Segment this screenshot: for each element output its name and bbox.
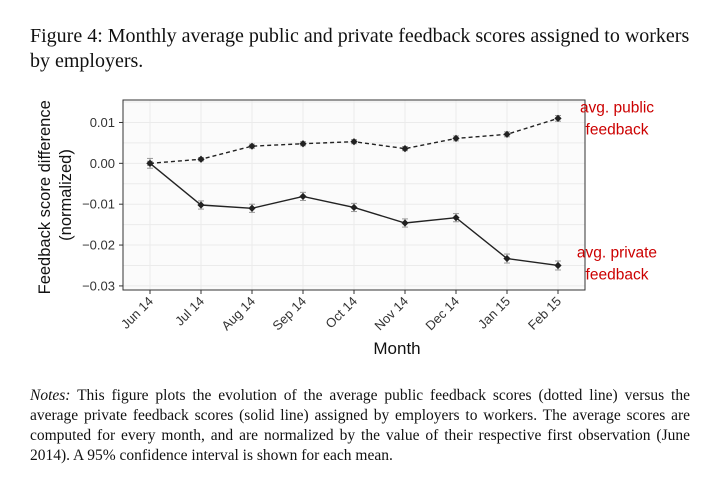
x-tick-label: Sep 14	[269, 294, 309, 334]
data-point-private	[554, 261, 562, 270]
chart-grid	[123, 100, 585, 290]
data-point-private	[350, 203, 358, 212]
x-axis-label: Month	[373, 339, 420, 358]
y-tick-label: −0.03	[82, 278, 115, 293]
y-tick-label: −0.02	[82, 238, 115, 253]
figure-notes: Notes: This figure plots the evolution o…	[30, 386, 690, 466]
series-label-line: avg. public	[580, 99, 654, 116]
series-labels: avg. public feedback avg. private feedback	[577, 99, 657, 283]
chart-series	[146, 114, 562, 271]
data-point-private	[503, 254, 511, 263]
series-label-line: avg. private	[577, 244, 657, 261]
notes-text: This figure plots the evolution of the a…	[30, 387, 690, 464]
x-tick-label: Jul 14	[172, 294, 207, 329]
series-label-line: feedback	[586, 266, 649, 283]
series-label-line: feedback	[586, 121, 649, 138]
notes-lead: Notes:	[30, 387, 71, 404]
data-point-public	[503, 130, 511, 138]
series-label-public: avg. public feedback	[580, 99, 654, 138]
y-tick-label: −0.01	[82, 197, 115, 212]
data-point-private	[401, 219, 409, 227]
data-point-private	[248, 204, 256, 212]
data-point-public	[248, 142, 256, 150]
y-axis-label-line-2: (normalized)	[57, 149, 75, 241]
x-tick-label: Oct 14	[322, 294, 360, 332]
data-point-public	[197, 155, 205, 163]
x-axis: Jun 14 Jul 14 Aug 14 Sep 14 Oct 14 Nov 14 Dec …	[118, 290, 564, 333]
data-point-private	[146, 159, 154, 167]
series-label-private: avg. private feedback	[577, 244, 657, 283]
x-tick-label: Jun 14	[118, 294, 156, 332]
y-axis-label-line-1: Feedback score difference	[36, 100, 54, 294]
data-point-public	[299, 140, 307, 148]
data-point-private	[299, 192, 307, 201]
data-point-private	[452, 214, 460, 222]
y-tick-label: 0.01	[90, 115, 115, 130]
x-tick-label: Aug 14	[218, 294, 258, 334]
data-point-public	[452, 134, 460, 143]
figure-caption: Figure 4: Monthly average public and pri…	[30, 25, 690, 72]
x-tick-label: Feb 15	[525, 294, 564, 333]
data-point-public	[554, 114, 562, 122]
y-tick-label: 0.00	[90, 156, 115, 171]
x-tick-label: Nov 14	[371, 294, 411, 334]
data-point-private	[197, 201, 205, 209]
data-point-public	[350, 138, 358, 146]
x-tick-label: Dec 14	[422, 294, 462, 334]
x-tick-label: Jan 15	[475, 294, 513, 332]
data-point-public	[401, 145, 409, 153]
line-chart: 0.01 0.00 −0.01 −0.02 −0.03 Jun 14 Jul 14 Aug …	[36, 96, 657, 358]
y-axis-label: Feedback score difference (normalized)	[36, 96, 75, 295]
y-axis: 0.01 0.00 −0.01 −0.02 −0.03	[82, 115, 123, 293]
